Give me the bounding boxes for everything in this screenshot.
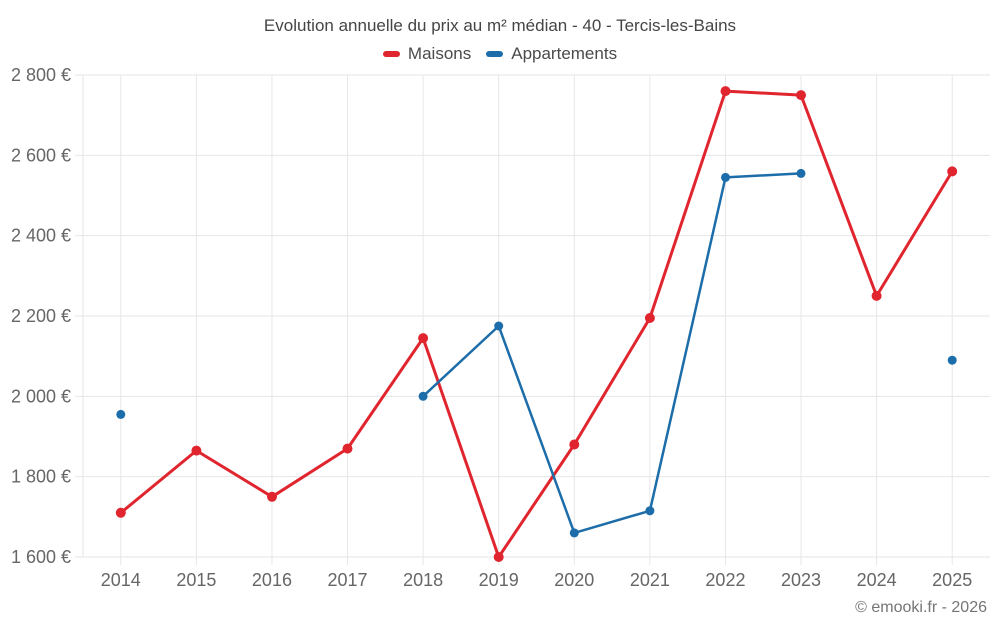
point-maisons-2019[interactable] bbox=[493, 552, 504, 562]
y-axis-label: 1 600 € bbox=[11, 547, 71, 567]
point-appartements-2018[interactable] bbox=[418, 391, 428, 401]
point-appartements-2025[interactable] bbox=[947, 355, 957, 365]
x-axis-label: 2015 bbox=[176, 570, 216, 590]
point-appartements-2021[interactable] bbox=[645, 506, 655, 516]
point-maisons-2017[interactable] bbox=[342, 443, 353, 454]
point-maisons-2015[interactable] bbox=[191, 445, 202, 456]
point-maisons-2016[interactable] bbox=[267, 491, 277, 502]
point-maisons-2025[interactable] bbox=[947, 166, 958, 177]
point-appartements-2022[interactable] bbox=[721, 172, 730, 182]
x-axis-label: 2019 bbox=[479, 570, 519, 590]
point-maisons-2022[interactable] bbox=[720, 86, 731, 97]
x-axis-label: 2020 bbox=[554, 570, 594, 590]
series-line-appartements bbox=[423, 173, 952, 533]
y-axis-label: 2 400 € bbox=[11, 226, 71, 246]
point-maisons-2020[interactable] bbox=[569, 439, 580, 450]
x-axis-label: 2022 bbox=[705, 570, 745, 590]
legend: Maisons Appartements bbox=[0, 44, 1000, 64]
y-axis-label: 2 600 € bbox=[11, 145, 71, 165]
point-appartements-2020[interactable] bbox=[569, 528, 579, 538]
legend-marker-maisons bbox=[382, 51, 400, 57]
point-appartements-2023[interactable] bbox=[796, 168, 806, 178]
x-axis-label: 2021 bbox=[630, 570, 670, 590]
legend-item-appartements[interactable]: Appartements bbox=[486, 44, 617, 64]
legend-label-appartements: Appartements bbox=[511, 44, 618, 63]
x-axis-label: 2025 bbox=[932, 570, 972, 590]
x-axis-label: 2016 bbox=[252, 570, 292, 590]
point-maisons-2023[interactable] bbox=[796, 90, 806, 101]
y-axis-label: 1 800 € bbox=[11, 467, 71, 487]
y-axis-label: 2 800 € bbox=[11, 65, 71, 85]
series-line-maisons bbox=[119, 89, 954, 559]
point-maisons-2021[interactable] bbox=[644, 313, 655, 323]
chart-title: Evolution annuelle du prix au m² médian … bbox=[263, 16, 737, 35]
point-maisons-2014[interactable] bbox=[115, 507, 126, 518]
x-axis-label: 2018 bbox=[403, 570, 443, 590]
x-axis-label: 2017 bbox=[328, 570, 368, 590]
y-axis-label: 2 200 € bbox=[11, 306, 71, 326]
legend-marker-appartements bbox=[486, 51, 504, 57]
legend-item-maisons[interactable]: Maisons bbox=[382, 44, 472, 64]
copyright-credit[interactable]: © emooki.fr - 2026 bbox=[855, 599, 987, 616]
point-maisons-2018[interactable] bbox=[418, 333, 429, 344]
x-axis-label: 2024 bbox=[857, 570, 897, 590]
x-axis-label: 2014 bbox=[101, 570, 141, 590]
legend-label-maisons: Maisons bbox=[407, 44, 472, 63]
x-axis-label: 2023 bbox=[781, 570, 821, 590]
point-maisons-2024[interactable] bbox=[871, 290, 882, 301]
point-appartements-2019[interactable] bbox=[494, 321, 504, 331]
y-axis-label: 2 000 € bbox=[11, 386, 71, 406]
point-appartements-2014[interactable] bbox=[116, 409, 126, 419]
